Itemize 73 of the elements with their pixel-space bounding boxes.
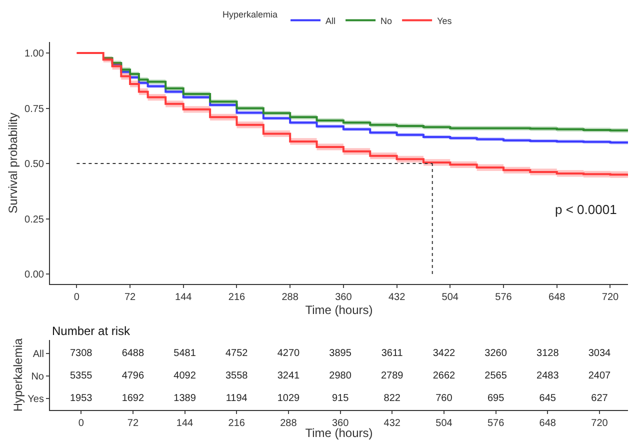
y-tick-label: 0.75 xyxy=(24,104,44,115)
data-label: 822 xyxy=(384,393,401,404)
y-axis-title: Survival probability xyxy=(6,112,20,214)
x-tick-label: 360 xyxy=(335,292,352,303)
data-label: 6488 xyxy=(122,348,144,360)
x-tick-label: 0 xyxy=(74,292,80,303)
data-label: 760 xyxy=(436,393,453,404)
data-label: 1029 xyxy=(277,393,300,404)
annotation: p < 0.0001 xyxy=(555,202,617,217)
data-label: 3241 xyxy=(277,370,300,382)
x-tick-label: 720 xyxy=(591,418,608,429)
x-tick-label: 288 xyxy=(282,292,299,303)
legend-label: All xyxy=(326,16,336,26)
data-label: 2565 xyxy=(484,370,508,382)
data-label: 3128 xyxy=(536,348,560,360)
data-label: 3034 xyxy=(588,348,612,360)
x-tick-label: 216 xyxy=(228,418,246,429)
x-tick-label: 576 xyxy=(495,292,512,303)
y-tick-label: 0.25 xyxy=(24,214,44,226)
data-label: 3260 xyxy=(484,348,508,360)
data-label: 2789 xyxy=(381,370,404,382)
data-label: 1194 xyxy=(226,393,248,404)
data-label: 4270 xyxy=(277,348,300,360)
data-label: 915 xyxy=(332,393,350,404)
x-tick-label: 648 xyxy=(548,292,566,303)
y-tick-label: 1.00 xyxy=(24,48,44,60)
legend-label: Yes xyxy=(437,16,452,26)
x-tick-label: 432 xyxy=(384,418,401,429)
legend-title: Hyperkalemia xyxy=(222,9,278,20)
x-tick-label: 720 xyxy=(602,292,619,303)
x-tick-label: 432 xyxy=(388,292,406,303)
x-tick-label: 216 xyxy=(228,292,246,303)
data-label: 1953 xyxy=(70,393,93,404)
x-tick-label: 504 xyxy=(436,418,453,429)
x-tick-label: 144 xyxy=(176,418,194,429)
legend-label: No xyxy=(380,16,392,26)
data-label: 627 xyxy=(591,393,608,404)
data-label: 3558 xyxy=(225,370,248,382)
data-label: 2662 xyxy=(432,370,456,382)
data-label: 2483 xyxy=(536,370,560,382)
x-tick-label: 0 xyxy=(78,418,84,429)
x-axis-title: Time (hours) xyxy=(305,426,373,440)
data-label: 5355 xyxy=(70,370,93,382)
data-label: 3895 xyxy=(329,348,352,360)
x-tick-label: 504 xyxy=(442,292,459,303)
data-label: 4796 xyxy=(122,370,144,382)
y-tick-label: No xyxy=(31,372,44,383)
y-tick-label: 0.00 xyxy=(24,270,44,281)
x-tick-label: 288 xyxy=(280,418,298,429)
y-tick-label: 0.50 xyxy=(24,159,44,170)
x-tick-label: 72 xyxy=(127,418,139,429)
x-tick-label: 576 xyxy=(487,418,505,429)
y-tick-label: All xyxy=(32,349,44,360)
data-label: 5481 xyxy=(174,348,196,360)
data-label: 4752 xyxy=(225,348,248,360)
y-tick-label: Yes xyxy=(28,394,44,406)
data-label: 695 xyxy=(487,393,505,404)
y-axis-title: Hyperkalemia xyxy=(10,338,25,412)
data-label: 7308 xyxy=(70,348,93,360)
x-tick-label: 648 xyxy=(539,418,556,429)
data-label: 3611 xyxy=(381,348,404,360)
data-label: 2407 xyxy=(588,370,612,382)
x-tick-label: 72 xyxy=(124,292,136,303)
data-label: 4092 xyxy=(174,370,196,382)
x-axis-title: Time (hours) xyxy=(305,303,373,317)
data-label: 645 xyxy=(539,393,556,404)
data-label: 1389 xyxy=(174,393,196,404)
x-tick-label: 144 xyxy=(175,292,192,303)
data-label: 1692 xyxy=(122,393,144,404)
x-tick-label: 360 xyxy=(332,418,350,429)
chart-title: Number at risk xyxy=(52,324,132,338)
data-label: 2980 xyxy=(329,370,352,382)
data-label: 3422 xyxy=(432,348,456,360)
